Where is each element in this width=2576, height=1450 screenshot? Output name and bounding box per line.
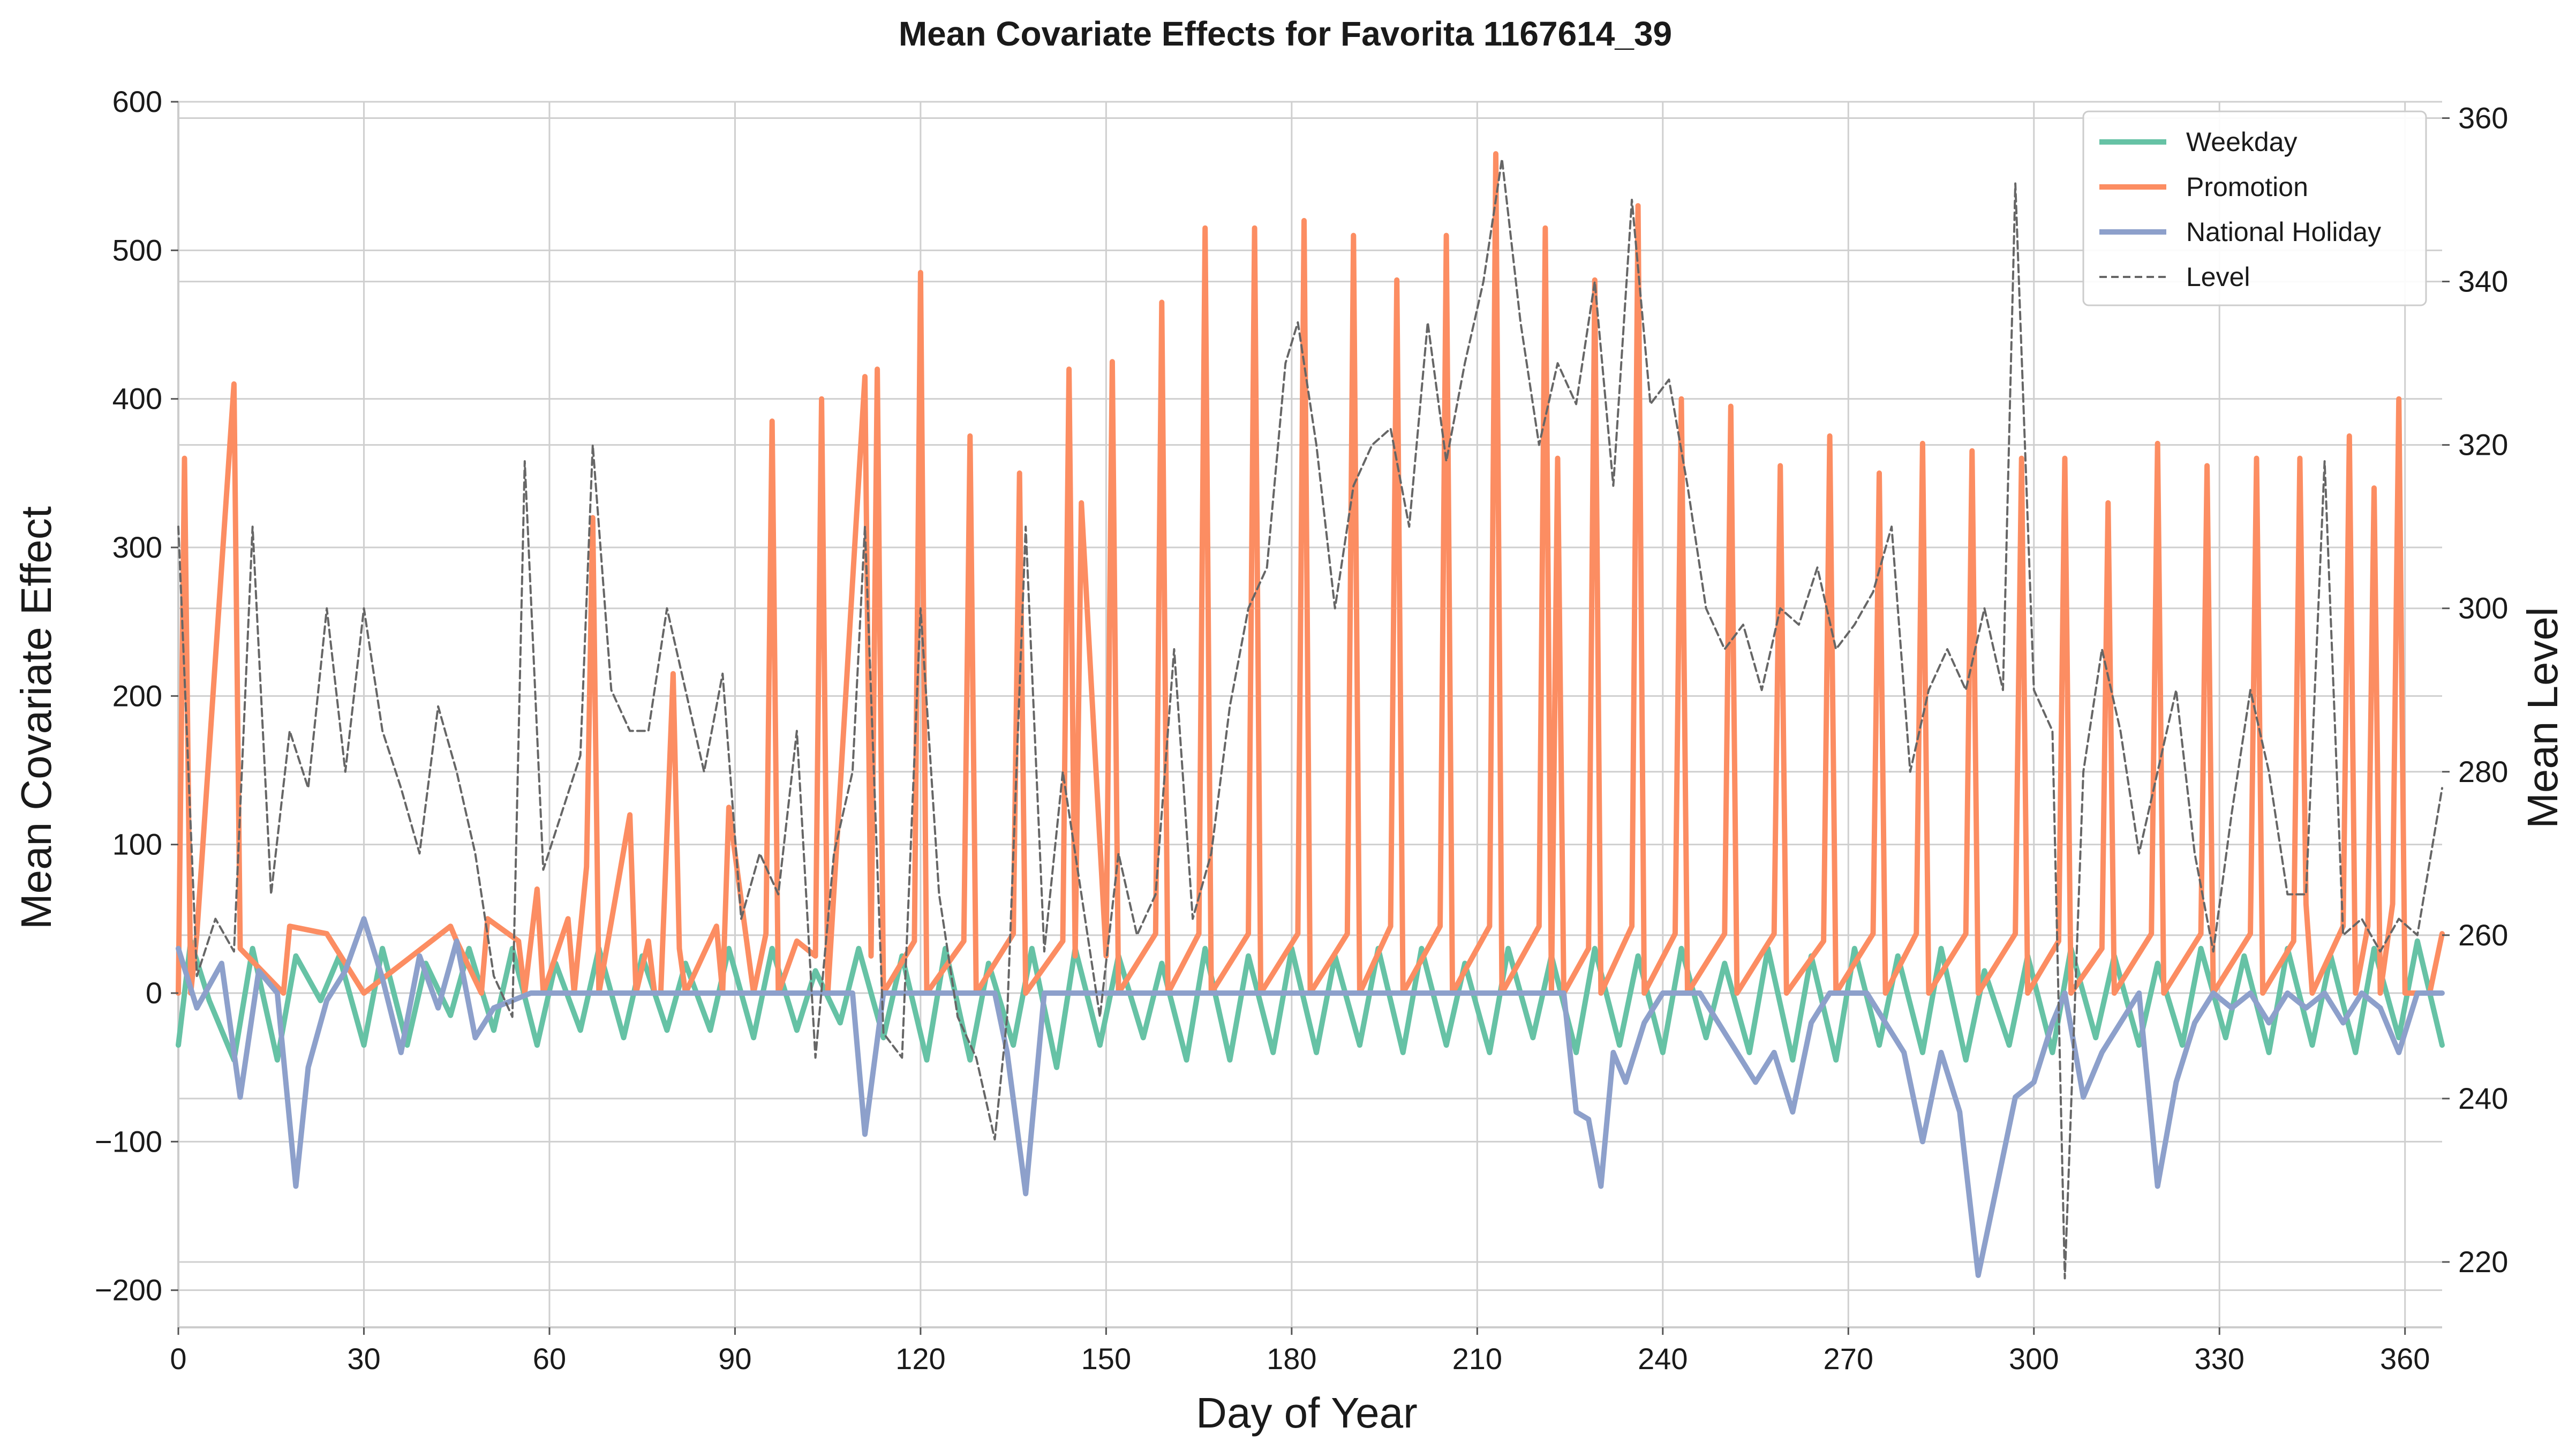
y2-tick-label: 340 (2458, 265, 2508, 298)
legend-label: Level (2186, 262, 2250, 292)
y2-axis-label: Mean Level (2519, 607, 2566, 829)
x-tick-label: 330 (2195, 1342, 2244, 1376)
y-tick-label: −200 (95, 1273, 162, 1307)
x-tick-label: 60 (533, 1342, 566, 1376)
grid (177, 101, 2442, 1327)
x-tick-label: 240 (1638, 1342, 1688, 1376)
legend-label: Promotion (2186, 172, 2308, 202)
y-tick-label: 600 (112, 85, 162, 118)
x-tick-label: 180 (1267, 1342, 1316, 1376)
y2-tick-label: 360 (2458, 101, 2508, 135)
y2-tick-label: 220 (2458, 1245, 2508, 1279)
x-tick-label: 0 (170, 1342, 186, 1376)
x-tick-label: 90 (718, 1342, 751, 1376)
y-tick-label: 200 (112, 679, 162, 712)
y-tick-label: 300 (112, 530, 162, 564)
y-tick-label: 0 (146, 976, 162, 1010)
y2-tick-label: 240 (2458, 1081, 2508, 1115)
series-line-level (177, 157, 2443, 1280)
tick-labels: 0 30 60 90 120 150 180 210 240 270 300 330 360 −200 −1… (95, 85, 2509, 1376)
y2-tick-label: 260 (2458, 918, 2508, 952)
legend-label: Weekday (2186, 127, 2298, 157)
y-tick-label: 100 (112, 828, 162, 861)
series-line-national-holiday (176, 916, 2445, 1278)
x-tick-label: 270 (1824, 1342, 1873, 1376)
series-layer (176, 151, 2445, 1280)
x-tick-label: 210 (1452, 1342, 1502, 1376)
y-axis-label: Mean Covariate Effect (12, 506, 60, 929)
legend-frame (2082, 110, 2427, 306)
chart-title: Mean Covariate Effects for Favorita 1167… (899, 14, 1672, 53)
legend-items: Weekday Promotion National Holiday Level (2099, 127, 2381, 292)
y2-tick-label: 280 (2458, 755, 2508, 788)
legend: Weekday Promotion National Holiday Level (2082, 110, 2427, 306)
x-tick-label: 360 (2380, 1342, 2430, 1376)
y-tick-label: 500 (112, 233, 162, 267)
y-tick-label: −100 (95, 1124, 162, 1158)
axes (177, 102, 2442, 1328)
x-tick-label: 120 (895, 1342, 945, 1376)
legend-label: National Holiday (2186, 217, 2381, 247)
x-axis-label: Day of Year (1196, 1389, 1418, 1437)
y-tick-label: 400 (112, 382, 162, 416)
y2-tick-label: 320 (2458, 428, 2508, 462)
x-tick-label: 150 (1081, 1342, 1131, 1376)
series-line-promotion (176, 151, 2445, 996)
y2-tick-label: 300 (2458, 591, 2508, 625)
x-tick-label: 30 (347, 1342, 380, 1376)
x-tick-label: 300 (2009, 1342, 2059, 1376)
